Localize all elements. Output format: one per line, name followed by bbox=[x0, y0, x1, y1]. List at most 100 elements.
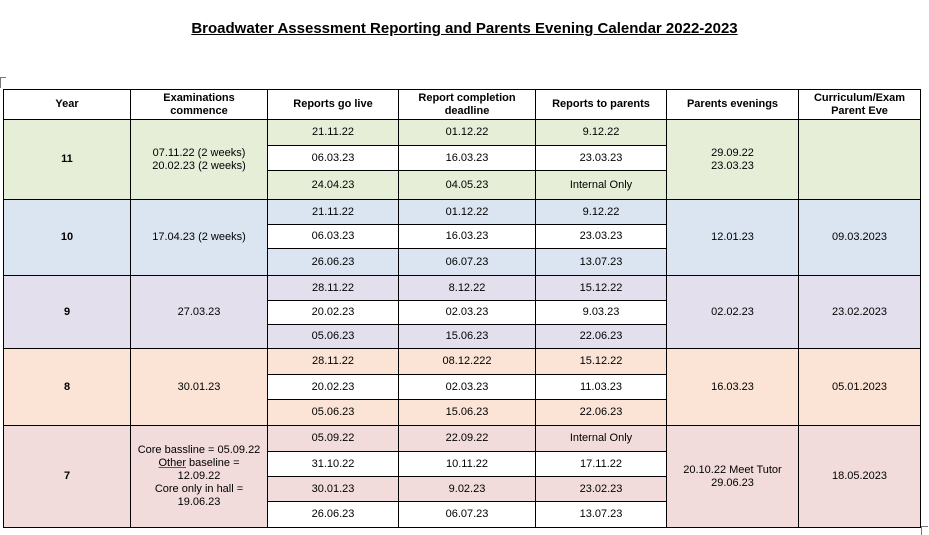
evenings-line: 12.01.23 bbox=[711, 231, 754, 243]
live-cell: 21.11.22 bbox=[267, 119, 399, 146]
evenings-cell: 12.01.23 bbox=[666, 199, 799, 276]
deadline-cell: 01.12.22 bbox=[398, 119, 536, 146]
parents-cell: 9.12.22 bbox=[535, 119, 667, 146]
deadline-cell: 16.03.23 bbox=[398, 224, 536, 249]
exams-cell: Core bassline = 05.09.22 Other baseline … bbox=[130, 425, 268, 528]
parents-cell: 17.11.22 bbox=[535, 451, 667, 477]
live-cell: 30.01.23 bbox=[267, 476, 399, 502]
deadline-cell: 08.12.222 bbox=[398, 348, 536, 375]
curriculum-cell: 23.02.2023 bbox=[798, 275, 921, 349]
evenings-line: 16.03.23 bbox=[711, 380, 754, 393]
live-cell: 28.11.22 bbox=[267, 348, 399, 375]
year-cell: 9 bbox=[3, 275, 131, 349]
parents-cell: 23.02.23 bbox=[535, 476, 667, 502]
deadline-cell: 15.06.23 bbox=[398, 324, 536, 349]
calendar-table: Year Examinations commence Reports go li… bbox=[3, 89, 921, 528]
table-row: 20.02.23 02.03.23 9.03.23 bbox=[4, 300, 921, 325]
table-row: 8 30.01.23 28.11.22 08.12.222 15.12.22 1… bbox=[3, 348, 921, 426]
evenings-cell: 02.02.23 bbox=[666, 275, 799, 349]
header-parents: Reports to parents bbox=[535, 89, 667, 120]
table-row: 26.06.23 06.07.23 13.07.23 bbox=[4, 501, 921, 528]
deadline-cell: 16.03.23 bbox=[398, 145, 536, 171]
curriculum-cell: 18.05.2023 bbox=[798, 425, 921, 528]
evenings-cell: 20.10.22 Meet Tutor 29.06.23 bbox=[666, 425, 799, 528]
table-row: 7 Core bassline = 05.09.22 Other baselin… bbox=[3, 425, 921, 528]
table-row: 05.06.23 15.06.23 22.06.23 bbox=[4, 399, 921, 426]
deadline-cell: 01.12.22 bbox=[398, 199, 536, 225]
parents-cell: 22.06.23 bbox=[535, 324, 667, 349]
parents-cell: 9.12.22 bbox=[535, 199, 667, 225]
evenings-cell: 16.03.23 bbox=[666, 348, 799, 426]
deadline-cell: 02.03.23 bbox=[398, 300, 536, 325]
curriculum-cell: 05.01.2023 bbox=[798, 348, 921, 426]
evenings-line: 29.09.22 bbox=[711, 146, 754, 159]
header-deadline: Report completion deadline bbox=[398, 89, 536, 120]
evenings-cell: 29.09.22 23.03.23 bbox=[666, 119, 799, 200]
parents-cell: Internal Only bbox=[535, 170, 667, 200]
evenings-line: 02.02.23 bbox=[711, 305, 754, 318]
exams-word-other: Other bbox=[158, 457, 186, 469]
deadline-cell: 04.05.23 bbox=[398, 170, 536, 200]
parents-cell: 15.12.22 bbox=[535, 275, 667, 301]
year-cell: 7 bbox=[3, 425, 131, 528]
live-cell: 06.03.23 bbox=[267, 224, 399, 249]
deadline-cell: 8.12.22 bbox=[398, 275, 536, 301]
page-title: Broadwater Assessment Reporting and Pare… bbox=[191, 20, 738, 37]
parents-cell: 13.07.23 bbox=[535, 501, 667, 528]
live-cell: 31.10.22 bbox=[267, 451, 399, 477]
deadline-cell: 22.09.22 bbox=[398, 425, 536, 452]
live-cell: 26.06.23 bbox=[267, 248, 399, 276]
parents-cell: 13.07.23 bbox=[535, 248, 667, 276]
header-year: Year bbox=[3, 89, 131, 120]
exams-cell: 17.04.23 (2 weeks) bbox=[130, 199, 268, 276]
live-cell: 24.04.23 bbox=[267, 170, 399, 200]
exams-cell: 27.03.23 bbox=[130, 275, 268, 349]
exams-line: Other baseline = 12.09.22 bbox=[133, 457, 265, 483]
header-evenings: Parents evenings bbox=[666, 89, 799, 120]
live-cell: 28.11.22 bbox=[267, 275, 399, 301]
exams-cell: 07.11.22 (2 weeks) 20.02.23 (2 weeks) bbox=[130, 119, 268, 200]
year-cell: 8 bbox=[3, 348, 131, 426]
exams-line: 27.03.23 bbox=[177, 305, 221, 318]
evenings-line: 29.06.23 bbox=[711, 476, 754, 489]
deadline-cell: 10.11.22 bbox=[398, 451, 536, 477]
curriculum-cell bbox=[798, 119, 921, 200]
parents-cell: 22.06.23 bbox=[535, 399, 667, 426]
deadline-cell: 06.07.23 bbox=[398, 248, 536, 276]
exams-line: 17.04.23 (2 weeks) bbox=[152, 231, 246, 243]
header-exams: Examinations commence bbox=[130, 89, 268, 120]
exams-line: 30.01.23 bbox=[177, 380, 221, 393]
live-cell: 21.11.22 bbox=[267, 199, 399, 225]
parents-cell: 9.03.23 bbox=[535, 300, 667, 325]
parents-cell: 15.12.22 bbox=[535, 348, 667, 375]
table-row: 10 17.04.23 (2 weeks) 21.11.22 01.12.22 … bbox=[3, 199, 921, 276]
live-cell: 05.06.23 bbox=[267, 324, 399, 349]
page-corner-mark bbox=[0, 77, 6, 88]
live-cell: 20.02.23 bbox=[267, 300, 399, 325]
header-live: Reports go live bbox=[267, 89, 399, 120]
year-cell: 10 bbox=[3, 199, 131, 276]
evenings-line: 20.10.22 Meet Tutor bbox=[683, 463, 782, 476]
deadline-cell: 15.06.23 bbox=[398, 399, 536, 426]
header-curriculum: Curriculum/Exam Parent Eve bbox=[798, 89, 921, 120]
header-row: Year Examinations commence Reports go li… bbox=[3, 89, 921, 120]
table-row: 06.03.23 16.03.23 23.03.23 bbox=[4, 145, 921, 171]
deadline-cell: 02.03.23 bbox=[398, 374, 536, 400]
table-row: 24.04.23 04.05.23 Internal Only bbox=[4, 170, 921, 200]
table-row: 06.03.23 16.03.23 23.03.23 bbox=[4, 224, 921, 249]
exams-line: Core only in hall = 19.06.23 bbox=[154, 483, 244, 508]
exams-cell: 30.01.23 bbox=[130, 348, 268, 426]
evenings-line: 23.03.23 bbox=[711, 159, 754, 172]
table-row: 31.10.22 10.11.22 17.11.22 bbox=[4, 451, 921, 477]
exams-line: 20.02.23 (2 weeks) bbox=[152, 159, 246, 172]
curriculum-cell: 09.03.2023 bbox=[798, 199, 921, 276]
live-cell: 06.03.23 bbox=[267, 145, 399, 171]
table-row: 11 07.11.22 (2 weeks) 20.02.23 (2 weeks)… bbox=[3, 119, 921, 200]
live-cell: 05.06.23 bbox=[267, 399, 399, 426]
page-corner-mark bbox=[921, 526, 928, 535]
live-cell: 20.02.23 bbox=[267, 374, 399, 400]
table-row: 26.06.23 06.07.23 13.07.23 bbox=[4, 248, 921, 276]
parents-cell: 23.03.23 bbox=[535, 224, 667, 249]
deadline-cell: 9.02.23 bbox=[398, 476, 536, 502]
exams-line: 07.11.22 (2 weeks) bbox=[152, 146, 246, 159]
